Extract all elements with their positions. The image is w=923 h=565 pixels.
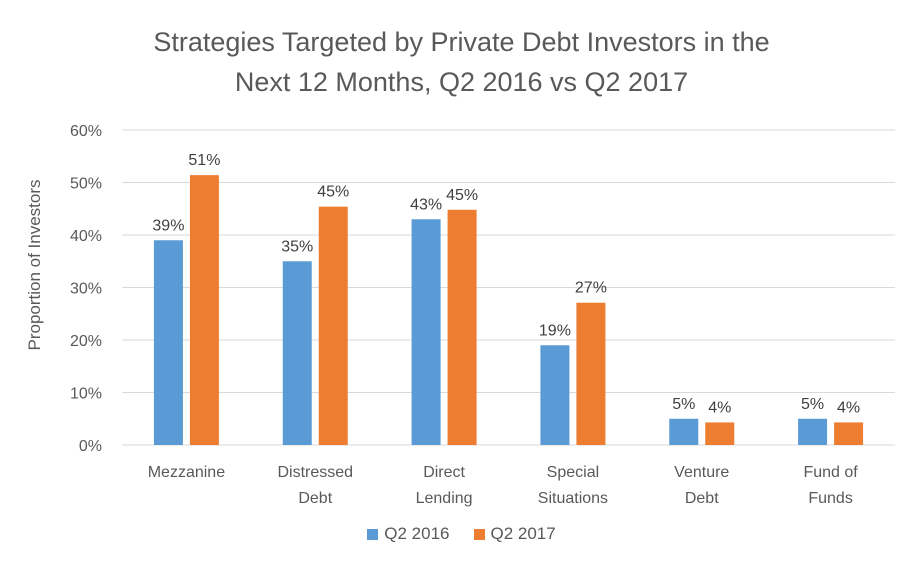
data-label: 19% xyxy=(539,322,571,339)
bar-q2-2017 xyxy=(705,422,735,445)
bar-q2-2017 xyxy=(447,209,477,445)
y-tick-label: 0% xyxy=(79,438,102,455)
x-tick-label: Funds xyxy=(808,490,852,507)
data-label: 4% xyxy=(708,399,731,416)
x-tick-label: Venture xyxy=(674,464,729,481)
bar-q2-2016 xyxy=(669,418,699,445)
data-label: 5% xyxy=(672,396,695,413)
bar-q2-2016 xyxy=(411,219,441,445)
legend-swatch-q2-2016 xyxy=(367,528,379,540)
data-labels: 39%51%35%45%43%45%19%27%5% 4% 5% 4% xyxy=(152,152,860,416)
data-label: 45% xyxy=(446,187,478,204)
x-tick-label: Mezzanine xyxy=(148,464,225,481)
y-tick-label: 50% xyxy=(70,176,102,193)
x-tick-label: Lending xyxy=(416,490,473,507)
x-tick-label: Direct xyxy=(423,464,465,481)
bar-q2-2016 xyxy=(540,345,570,445)
gridlines xyxy=(122,129,895,446)
y-tick-label: 20% xyxy=(70,333,102,350)
legend-item-q2-2016: Q2 2016 xyxy=(367,524,450,544)
data-label: 27% xyxy=(575,280,607,297)
data-label: 45% xyxy=(317,184,349,201)
legend-swatch-q2-2017 xyxy=(473,528,485,540)
bar-q2-2017 xyxy=(318,206,348,445)
data-label: 4% xyxy=(837,399,860,416)
bar-q2-2016 xyxy=(798,418,828,445)
bars xyxy=(153,175,864,445)
bar-q2-2016 xyxy=(282,261,312,445)
y-axis-ticks: 0% 10% 20% 30% 40% 50% 60% xyxy=(70,123,102,455)
bar-q2-2017 xyxy=(189,175,219,445)
bar-q2-2016 xyxy=(153,240,183,445)
x-axis-ticks: Mezzanine Distressed Debt Direct Lending Spec… xyxy=(148,464,859,507)
x-tick-label: Debt xyxy=(685,490,719,507)
chart-title-line-1: Strategies Targeted by Private Debt Inve… xyxy=(153,27,770,57)
bar-q2-2017 xyxy=(576,302,606,445)
data-label: 39% xyxy=(152,217,184,234)
x-tick-label: Special xyxy=(547,464,599,481)
y-axis-title: Proportion of Investors xyxy=(25,179,44,350)
data-label: 43% xyxy=(410,196,442,213)
x-tick-label: Fund of xyxy=(803,464,858,481)
chart-title: Strategies Targeted by Private Debt Inve… xyxy=(0,22,923,102)
bar-q2-2017 xyxy=(834,422,864,445)
legend-label-q2-2017: Q2 2017 xyxy=(490,524,556,543)
x-tick-label: Distressed xyxy=(277,464,353,481)
legend: Q2 2016 Q2 2017 xyxy=(0,524,923,544)
data-label: 5% xyxy=(801,396,824,413)
x-tick-label: Situations xyxy=(538,490,608,507)
chart-title-line-2: Next 12 Months, Q2 2016 vs Q2 2017 xyxy=(234,67,689,97)
legend-item-q2-2017: Q2 2017 xyxy=(473,524,556,544)
y-tick-label: 40% xyxy=(70,228,102,245)
legend-label-q2-2016: Q2 2016 xyxy=(384,524,450,543)
y-tick-label: 60% xyxy=(70,123,102,140)
y-tick-label: 10% xyxy=(70,386,102,403)
x-tick-label: Debt xyxy=(298,490,332,507)
data-label: 51% xyxy=(188,152,220,169)
y-tick-label: 30% xyxy=(70,281,102,298)
data-label: 35% xyxy=(281,238,313,255)
